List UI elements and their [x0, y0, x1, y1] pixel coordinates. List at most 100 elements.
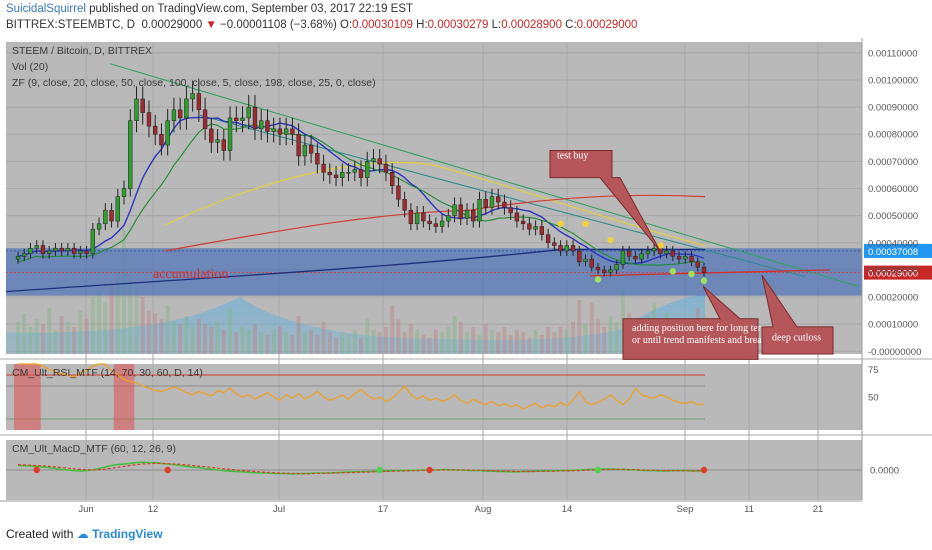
volume-bar — [602, 326, 607, 354]
high-value: 0.00030279 — [427, 19, 489, 31]
volume-bar — [277, 326, 282, 354]
volume-bar — [321, 321, 326, 354]
volume-bar — [16, 321, 20, 354]
volume-bar — [546, 326, 551, 354]
volume-ma-area — [6, 294, 705, 354]
volume-bar — [184, 316, 189, 354]
macd-cross-dot — [426, 466, 433, 474]
volume-bar — [196, 318, 201, 354]
x-tick-label: Jun — [78, 504, 93, 515]
ma-navy — [5, 248, 705, 293]
candle-body — [315, 152, 320, 165]
candle-body — [676, 256, 682, 260]
volume-bar — [97, 291, 102, 354]
candle-body — [483, 199, 488, 208]
macd-cross-dot — [164, 466, 171, 474]
tradingview-brand[interactable]: TradingView — [92, 527, 163, 541]
candle-body — [664, 250, 669, 254]
candle-body — [283, 128, 289, 135]
volume-bar — [458, 321, 463, 354]
candle-body — [464, 209, 470, 219]
pane-title: STEEM / Bitcoin, D, BITTREX — [12, 45, 152, 57]
candle-body — [215, 139, 220, 143]
volume-bar — [284, 332, 289, 354]
candle-body — [290, 128, 295, 135]
candle-body — [346, 171, 351, 174]
author-link[interactable]: SuicidalSquirrel — [6, 3, 86, 15]
signal-dot — [557, 220, 564, 227]
candle-body — [196, 93, 202, 111]
candle-body — [489, 196, 495, 208]
accumulation-label: accumulation — [153, 267, 228, 282]
volume-bar — [90, 297, 95, 354]
candle-body — [558, 245, 563, 252]
rsi-tick-label: 75 — [868, 365, 879, 376]
candle-body — [608, 269, 613, 273]
rsi-overbought-band — [14, 364, 41, 430]
candle-body — [651, 247, 657, 252]
x-tick-label: 14 — [562, 504, 573, 515]
volume-bar — [315, 335, 320, 354]
volume-bar — [103, 302, 108, 354]
candle-body — [471, 209, 476, 222]
candle-body — [134, 98, 139, 121]
candle-body — [545, 234, 551, 244]
volume-bar — [115, 269, 120, 354]
symbol-name: BITTREX:STEEMBTC, D — [6, 19, 136, 31]
volume-bar — [53, 329, 58, 354]
candle-body — [78, 250, 83, 254]
volume-bar — [477, 335, 482, 354]
volume-bar — [302, 332, 307, 354]
volume-bar — [384, 326, 388, 354]
candle-body — [595, 266, 601, 271]
volume-bar — [415, 329, 420, 354]
candle-body — [128, 120, 133, 189]
candle-body — [533, 226, 538, 230]
candle-body — [477, 199, 482, 222]
volume-bar — [109, 283, 114, 354]
volume-bar — [527, 337, 532, 354]
candle-body — [171, 109, 177, 121]
x-tick-label: Sep — [677, 504, 694, 515]
volume-bar — [178, 324, 183, 354]
candle-body — [439, 220, 445, 227]
candle-body — [28, 247, 33, 254]
volume-bar — [421, 335, 426, 354]
candle-body — [59, 247, 64, 252]
candle-body — [40, 245, 46, 254]
candle-body — [639, 253, 644, 260]
volume-bar — [365, 318, 370, 354]
volume-bar — [440, 332, 445, 354]
y-tick-label: 0.00050000 — [868, 211, 918, 222]
adding-position-callout — [622, 285, 759, 360]
down-arrow-icon: ▼ — [205, 19, 217, 31]
x-tick-label: Aug — [475, 504, 492, 515]
candle-body — [121, 188, 127, 197]
candle-body — [53, 247, 58, 252]
candle-body — [153, 125, 158, 135]
candle-body — [383, 163, 389, 173]
candle-body — [427, 220, 432, 225]
volume-bar — [147, 310, 151, 354]
published-text: published on TradingView.com, September … — [89, 3, 414, 15]
candles-layer — [15, 80, 707, 277]
chart-canvas[interactable]: accumulation test buy adding position here… — [0, 38, 932, 520]
volume-bar — [427, 337, 432, 354]
volume-bar — [508, 335, 513, 354]
volume-bar — [571, 321, 575, 354]
last-price: 0.00029000 — [141, 19, 203, 31]
candle-body — [321, 163, 326, 173]
candle-body — [65, 247, 71, 252]
signal-dot — [657, 242, 664, 249]
price-tag-box — [864, 265, 932, 280]
candle-body — [252, 106, 258, 130]
candle-body — [402, 199, 407, 211]
volume-bar — [47, 307, 52, 354]
created-with-text: Created with — [6, 527, 74, 541]
volume-bar — [165, 305, 170, 354]
volume-bar — [271, 329, 276, 354]
volume-bar — [153, 313, 158, 354]
volume-bar — [352, 329, 357, 354]
candle-body — [452, 204, 457, 216]
candle-body — [340, 171, 345, 178]
